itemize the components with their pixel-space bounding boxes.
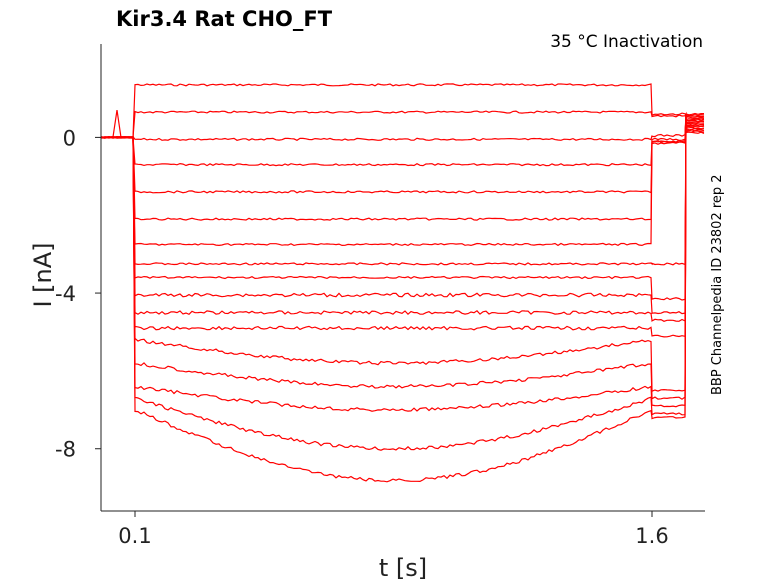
current-trace	[100, 113, 705, 221]
current-trace	[100, 113, 705, 194]
current-trace	[100, 110, 705, 139]
current-trace	[101, 113, 705, 266]
x-axis-label: t [s]	[379, 554, 427, 582]
current-trace	[100, 113, 704, 247]
y-tick-label: -4	[55, 282, 76, 306]
chart-subtitle: 35 °C Inactivation	[550, 32, 703, 52]
current-trace	[100, 113, 705, 483]
chart-title: Kir3.4 Rat CHO_FT	[116, 7, 333, 31]
current-trace	[100, 113, 705, 338]
x-ticks: 0.1 1.6	[118, 511, 669, 548]
current-trace	[100, 113, 705, 451]
current-trace	[100, 113, 704, 393]
x-tick-label: 0.1	[118, 524, 151, 548]
y-ticks: 0 -4 -8	[55, 126, 101, 462]
traces	[100, 83, 705, 483]
current-trace	[100, 113, 705, 315]
current-trace	[100, 113, 704, 400]
current-trace	[100, 113, 705, 301]
current-trace	[100, 113, 705, 141]
current-trace	[100, 83, 704, 139]
current-trace	[100, 113, 705, 412]
y-tick-label: 0	[63, 126, 76, 150]
channelpedia-id-label: BBP Channelpedia ID 23802 rep 2	[710, 174, 725, 395]
current-trace	[100, 113, 705, 167]
current-trace	[100, 113, 705, 322]
x-tick-label: 1.6	[635, 524, 668, 548]
y-axis-label: I [nA]	[29, 242, 57, 307]
y-tick-label: -8	[55, 438, 76, 462]
